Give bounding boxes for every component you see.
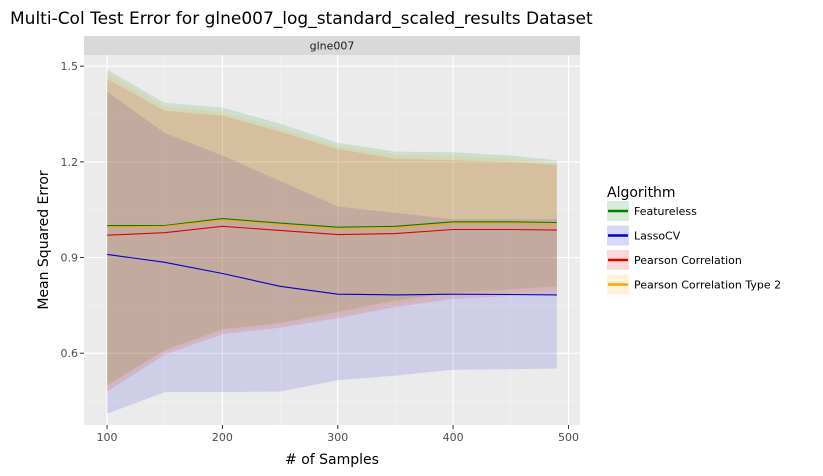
plot-panel [84,55,580,425]
minor-gridlines [84,55,580,425]
legend-label-pearson-correlation-type-2: Pearson Correlation Type 2 [634,279,781,292]
x-tick-label: 400 [443,431,464,444]
y-tick-label: 0.9 [61,252,79,265]
legend-label-lassocv: LassoCV [634,230,681,243]
chart-title: Multi-Col Test Error for glne007_log_sta… [10,9,593,29]
line-pearson-correlation-type-2 [107,219,557,230]
line-pearson-correlation [107,225,557,236]
legend: Algorithm Featureless LassoCV Pearson Corr… [607,185,781,295]
series-lines [107,218,557,296]
major-gridlines [84,55,580,425]
x-tick-label: 500 [558,431,579,444]
y-axis-title: Mean Squared Error [36,170,52,310]
ribbon-pearson-correlation-type-2 [107,72,557,387]
legend-title: Algorithm [607,185,676,201]
x-axis: 100 200 300 400 500 [97,425,579,444]
x-axis-title: # of Samples [285,452,379,468]
ribbon-pearson-correlation [107,78,557,392]
y-axis: 0.6 0.9 1.2 1.5 [61,60,84,360]
legend-label-featureless: Featureless [634,205,697,218]
x-tick-label: 200 [212,431,233,444]
x-tick-label: 300 [327,431,348,444]
ribbon-lassocv [107,91,557,414]
x-tick-label: 100 [97,431,118,444]
line-featureless [107,218,557,228]
facet-strip [84,36,580,55]
line-lassocv [107,253,557,296]
legend-label-pearson-correlation: Pearson Correlation [634,254,742,267]
y-tick-label: 1.5 [61,60,79,73]
y-tick-label: 1.2 [61,156,79,169]
y-tick-label: 0.6 [61,347,79,360]
facet-strip-label: glne007 [310,40,355,53]
